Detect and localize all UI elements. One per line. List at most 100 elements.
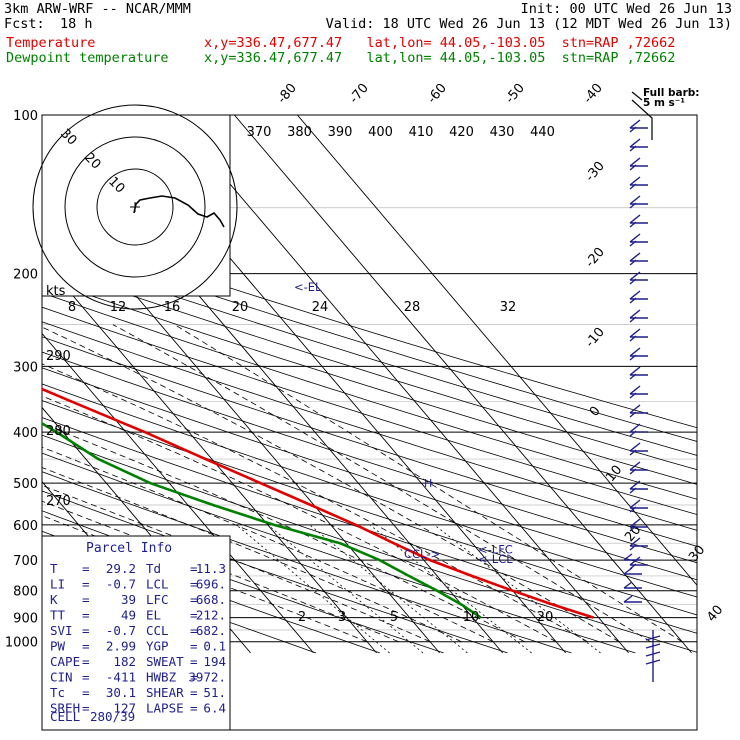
dry-adiabat-line: [42, 400, 697, 616]
parcel-value: 668.: [196, 592, 226, 607]
parcel-eq: =: [82, 670, 90, 685]
wind-barb-legend-line2: 5 m s⁻¹: [643, 97, 685, 109]
dry-adiabat-line: [42, 292, 697, 500]
upper-scale-label: 8: [68, 300, 76, 315]
pressure-tick-label: 100: [13, 109, 38, 124]
isotherm-line: [42, 258, 377, 654]
mixing-ratio-label: 5: [390, 610, 398, 625]
isotherm-label: -80: [275, 81, 300, 107]
isotherm-line: [170, 115, 629, 654]
dry-adiabat-line: [42, 490, 508, 654]
parcel-key: SREH: [50, 701, 80, 716]
dry-adiabat-line: [42, 530, 380, 654]
parcel-level-label: <-EL: [294, 280, 322, 294]
isotherm-label: -50: [503, 81, 528, 107]
cell-value: 280/39: [90, 709, 135, 724]
parcel-key: TT: [50, 608, 66, 623]
isotherm-label: -60: [425, 81, 450, 107]
parcel-value: 682.: [196, 623, 226, 638]
moist-adiabat-line: [42, 484, 431, 643]
wind-barb-icon: [629, 385, 648, 399]
isotherm-label: -40: [581, 81, 606, 107]
parcel-key: LFC: [146, 592, 169, 607]
parcel-eq: =: [190, 561, 198, 576]
parcel-value: 11.3: [196, 561, 226, 576]
theta-label-left: 280: [46, 424, 71, 439]
parcel-value: 3972.: [188, 670, 226, 685]
parcel-eq: =: [190, 670, 198, 685]
moist-adiabat-line: [112, 324, 651, 643]
pressure-tick-label: 800: [13, 585, 38, 600]
parcel-value: 194: [203, 654, 226, 669]
parcel-eq: =: [82, 623, 90, 638]
dry-adiabat-line: [42, 351, 697, 564]
upper-scale-label: 32: [500, 300, 517, 315]
theta-label: 410: [409, 125, 434, 140]
parcel-value: 0.1: [203, 639, 226, 654]
wind-barb-stack-icon: [645, 630, 661, 682]
parcel-value: 49: [121, 608, 136, 623]
theta-label: 440: [530, 125, 555, 140]
moist-adiabat-line: [42, 515, 368, 643]
parcel-eq: =: [190, 608, 198, 623]
wind-barb-icon: [629, 119, 648, 133]
mixing-ratio-line: [434, 524, 601, 654]
parcel-level-label: <-LCL: [478, 552, 513, 566]
mixing-ratio-label: 10: [463, 610, 480, 625]
theta-label: 380: [287, 125, 312, 140]
isotherm-label: -20: [583, 245, 608, 271]
parcel-eq: =: [82, 639, 90, 654]
parcel-eq: =: [190, 701, 198, 716]
wind-barb-icon: [629, 252, 648, 266]
dry-adiabat-line: [42, 367, 697, 581]
wind-barb-icon: [629, 328, 648, 342]
parcel-key: SVI: [50, 623, 73, 638]
parcel-info-box: [41, 535, 231, 731]
parcel-value: -0.7: [106, 577, 136, 592]
theta-label: 390: [328, 125, 353, 140]
wind-barb-icon: [629, 499, 648, 513]
wind-barb-icon: [629, 271, 648, 285]
theta-label: 400: [368, 125, 393, 140]
temperature-legend-label: Temperature: [6, 35, 96, 51]
wind-barb-icon: [629, 138, 648, 152]
isotherm-line: [296, 115, 697, 586]
dry-adiabat-line: [42, 471, 572, 654]
upper-scale-label: 20: [232, 300, 249, 315]
hodograph-ring: [32, 104, 238, 310]
wind-barb-icon: [629, 366, 648, 380]
parcel-eq: =: [82, 561, 90, 576]
parcel-level-label: <-LFC: [478, 542, 513, 556]
moist-adiabat-line: [42, 395, 557, 643]
moist-adiabat-line: [42, 500, 399, 643]
isotherm-label: -30: [583, 159, 608, 185]
pressure-tick-label: 700: [13, 554, 38, 569]
dry-adiabat-line: [42, 336, 697, 547]
model-title: 3km ARW-WRF -- NCAR/MMM: [4, 1, 191, 17]
wind-legend-barb-icon: [631, 91, 653, 140]
moist-adiabat-line: [42, 363, 588, 643]
wind-barb-icon: [629, 214, 648, 228]
wind-barb-icon: [629, 195, 648, 209]
hodograph-trace: [133, 195, 225, 228]
dry-adiabat-line: [42, 434, 697, 653]
parcel-eq: =: [190, 654, 198, 669]
pressure-tick-label: 500: [13, 477, 38, 492]
theta-label: 430: [490, 125, 515, 140]
moist-adiabat-line: [174, 324, 683, 643]
wind-barb-icon: [623, 553, 642, 561]
isotherm-label: 40: [704, 603, 726, 625]
wind-barb-icon: [623, 581, 642, 589]
upper-scale-label: 16: [164, 300, 181, 315]
parcel-level-label: CCL->: [404, 547, 440, 561]
upper-scale-label: 24: [312, 300, 329, 315]
wind-barb-icon: [629, 309, 648, 323]
theta-label-left: 270: [46, 494, 71, 509]
hodograph-units-label: kts: [46, 284, 66, 299]
wind-barb-icon: [629, 157, 648, 171]
mixing-ratio-label: 3: [338, 610, 346, 625]
wind-barb-icon: [629, 442, 648, 456]
pressure-tick-label: 600: [13, 519, 38, 534]
mixing-ratio-label: 20: [537, 610, 554, 625]
parcel-key: Td: [146, 561, 161, 576]
